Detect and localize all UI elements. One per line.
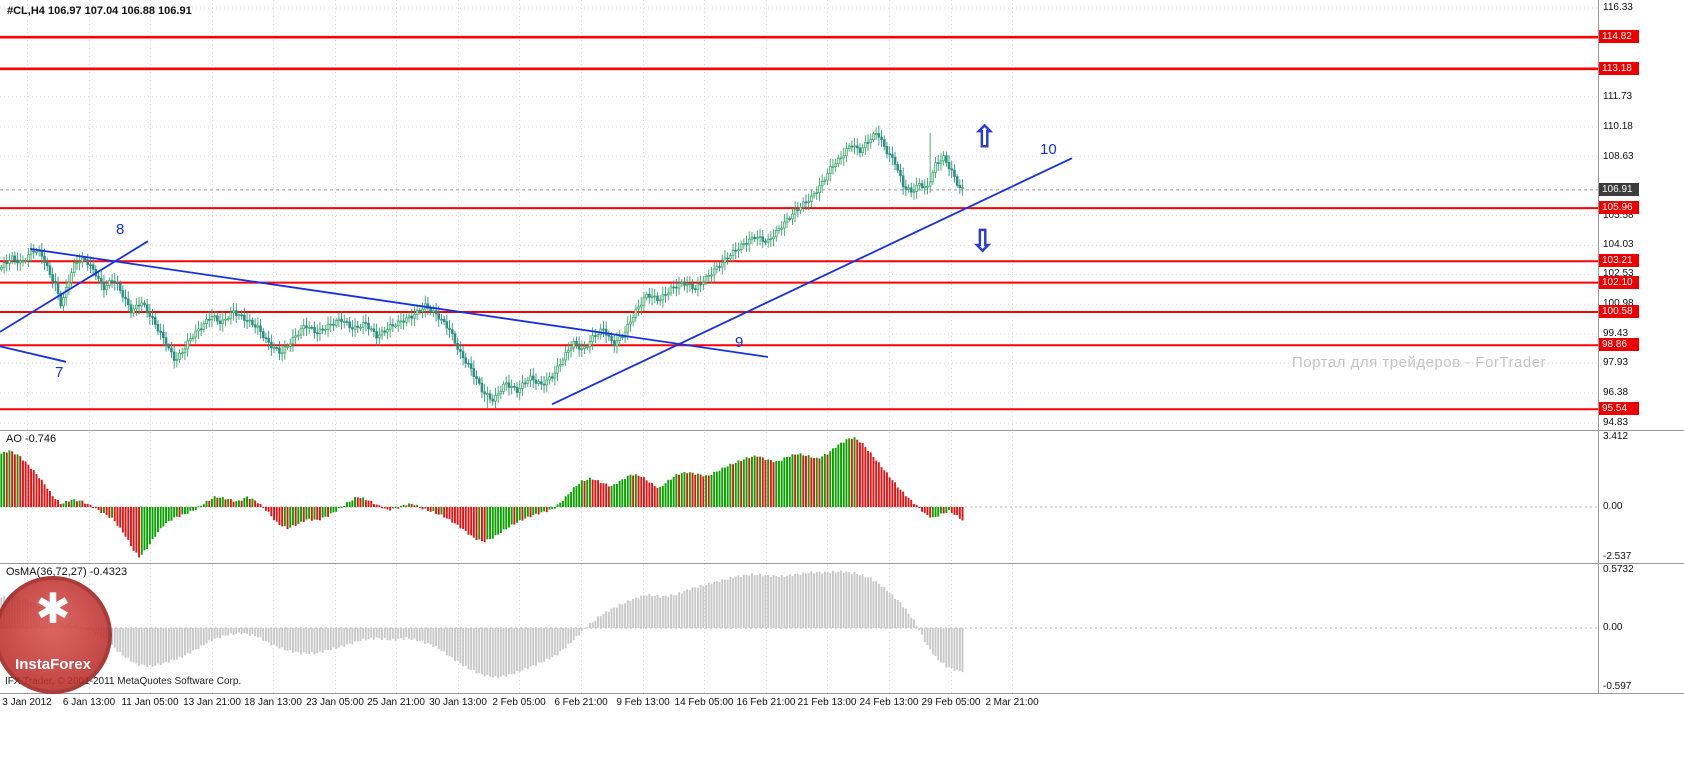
time-axis-label[interactable]: 14 Feb 05:00 — [674, 697, 734, 708]
osma-scale-label: 0.00 — [1603, 622, 1623, 633]
trendline-label-10[interactable]: 10 — [1040, 141, 1057, 159]
time-axis-label[interactable]: 6 Jan 13:00 — [62, 697, 116, 708]
osma-scale-label: -0.597 — [1603, 681, 1632, 692]
price-level-badge: 113.18 — [1599, 61, 1639, 75]
price-scale-label: 110.18 — [1603, 120, 1633, 132]
trendline-label-7[interactable]: 7 — [55, 364, 64, 382]
time-axis-label[interactable]: 16 Feb 21:00 — [736, 697, 796, 708]
arrow-down-marker[interactable]: ⇩ — [970, 224, 996, 258]
instaforex-logo-text: InstaForex — [15, 656, 91, 673]
price-scale-label: 102.53 — [1603, 268, 1634, 280]
price-level-badge: 103.21 — [1599, 254, 1639, 268]
time-axis-label[interactable]: 24 Feb 13:00 — [859, 697, 919, 708]
price-scale-label: 111.73 — [1603, 90, 1633, 102]
time-axis-label[interactable]: 25 Jan 21:00 — [367, 697, 425, 708]
trendline-7[interactable] — [0, 345, 67, 363]
trendline-label-8[interactable]: 8 — [116, 220, 125, 238]
price-scale-label: 100.98 — [1603, 298, 1634, 310]
copyright-text: IFX Trader, © 2001-2011 MetaQuotes Softw… — [5, 676, 242, 687]
osma-scale-label: 0.5732 — [1603, 563, 1634, 575]
time-axis-label[interactable]: 3 Jan 2012 — [2, 697, 52, 708]
price-scale-label: 94.83 — [1603, 417, 1629, 428]
ao-scale-label: -2.537 — [1603, 551, 1632, 562]
time-axis-label[interactable]: 2 Mar 21:00 — [985, 697, 1039, 708]
instaforex-logo: ✱ InstaForex — [0, 576, 112, 694]
trendline-9[interactable] — [29, 248, 769, 358]
sun-flower-icon: ✱ — [35, 585, 71, 632]
price-scale-label: 97.93 — [1603, 357, 1629, 369]
price-scale-divider — [1598, 0, 1599, 694]
trendline-8[interactable] — [0, 240, 149, 333]
time-axis-label[interactable]: 23 Jan 05:00 — [306, 697, 364, 708]
panel-splitter-main-ao[interactable] — [0, 430, 1684, 431]
trendline-label-9[interactable]: 9 — [735, 333, 744, 351]
current-price-badge: 106.91 — [1599, 182, 1639, 196]
time-axis-label[interactable]: 9 Feb 13:00 — [616, 697, 670, 708]
time-axis-label[interactable]: 18 Jan 13:00 — [244, 697, 302, 708]
price-scale-label: 96.38 — [1603, 387, 1629, 399]
price-level-badge: 95.54 — [1599, 402, 1639, 416]
osma-histogram — [0, 570, 964, 679]
price-level-badge: 98.86 — [1599, 338, 1639, 352]
time-axis-label[interactable]: 11 Jan 05:00 — [121, 697, 179, 708]
time-axis-label[interactable]: 13 Jan 21:00 — [183, 697, 241, 708]
arrow-up-marker[interactable]: ⇧ — [972, 121, 998, 155]
time-axis-label[interactable]: 30 Jan 13:00 — [429, 697, 487, 708]
ao-histogram — [0, 437, 964, 558]
price-scale-label: 116.33 — [1603, 2, 1633, 13]
price-scale-label: 99.43 — [1603, 328, 1629, 340]
price-level-badge: 105.96 — [1599, 201, 1639, 215]
time-axis-label[interactable]: 29 Feb 05:00 — [921, 697, 981, 708]
time-axis-label[interactable]: 21 Feb 13:00 — [797, 697, 857, 708]
horizontal-level-lines[interactable] — [0, 35, 1598, 411]
chart-axis-separator — [0, 693, 1684, 694]
chart-title-ohlc: #CL,H4 106.97 107.04 106.88 106.91 — [7, 5, 192, 17]
price-scale-label: 108.63 — [1603, 150, 1634, 162]
price-scale-label: 105.58 — [1603, 209, 1634, 221]
price-level-badge: 114.82 — [1599, 30, 1639, 44]
trendline-10[interactable] — [551, 157, 1073, 406]
time-axis-label[interactable]: 2 Feb 05:00 — [492, 697, 546, 708]
price-level-badge: 102.10 — [1599, 275, 1639, 289]
ao-scale-label: 0.00 — [1603, 501, 1623, 512]
grid-lines — [0, 0, 1598, 693]
ao-indicator-label: AO -0.746 — [6, 433, 57, 445]
osma-indicator-label: OsMA(36,72,27) -0.4323 — [6, 566, 128, 578]
candles-series — [0, 125, 964, 409]
panel-splitter-ao-osma[interactable] — [0, 563, 1684, 564]
ao-scale-label: 3.412 — [1603, 431, 1629, 443]
trendlines[interactable] — [0, 157, 1073, 406]
watermark: Портал для трейдеров - ForTrader — [1292, 354, 1547, 371]
price-level-badge: 100.58 — [1599, 305, 1639, 318]
price-scale-label: 104.03 — [1603, 239, 1634, 251]
time-axis-label[interactable]: 6 Feb 21:00 — [554, 697, 608, 708]
